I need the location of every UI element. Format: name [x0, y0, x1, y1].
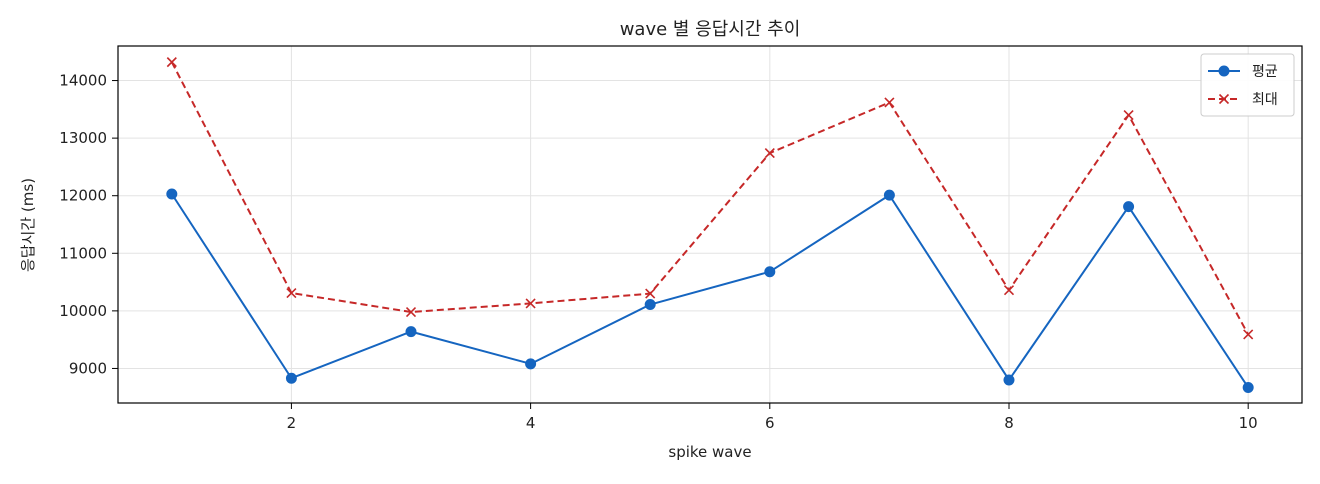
plot-frame	[117, 45, 1303, 404]
grid-lines	[118, 46, 1302, 403]
data-point	[166, 188, 178, 200]
data-point	[884, 97, 895, 108]
y-axis-label: 응답시간 (ms)	[19, 178, 37, 272]
data-point	[764, 148, 775, 159]
x-tick-label: 10	[1239, 414, 1258, 432]
legend-marker	[1218, 65, 1230, 77]
x-tick-label: 4	[526, 414, 536, 432]
series-average	[166, 188, 1254, 393]
data-point	[1242, 381, 1254, 393]
y-tick-label: 13000	[59, 129, 107, 147]
data-point	[166, 57, 177, 68]
x-tick-label: 8	[1004, 414, 1014, 432]
data-point	[285, 372, 297, 384]
legend-box	[1200, 53, 1295, 117]
y-tick-label: 10000	[59, 302, 107, 320]
y-tick-label: 9000	[69, 359, 107, 377]
series-layer	[166, 57, 1254, 393]
legend-item: 평균	[1208, 64, 1278, 80]
data-point	[1003, 285, 1015, 296]
data-point	[1123, 110, 1134, 121]
legend-marker	[1218, 93, 1230, 105]
data-point	[525, 298, 536, 309]
chart-title: wave 별 응답시간 추이	[620, 19, 801, 40]
data-point	[883, 189, 895, 201]
data-point	[405, 306, 417, 318]
data-point	[1243, 329, 1254, 340]
x-tick-label: 2	[287, 414, 297, 432]
y-tick-label: 14000	[59, 72, 107, 90]
x-axis-label: spike wave	[668, 443, 751, 461]
series-max	[166, 57, 1254, 340]
data-point	[1003, 374, 1015, 386]
x-tick-label: 6	[765, 414, 775, 432]
legend-label: 평균	[1252, 64, 1278, 80]
axis-ticks: 2 4 6 8 10 9000 10000 11000 12000 13000 14000	[59, 72, 1257, 432]
data-point	[1123, 201, 1135, 213]
series-line	[170, 193, 1250, 389]
data-point	[645, 288, 656, 299]
legend-label: 최대	[1252, 92, 1278, 108]
y-tick-label: 11000	[59, 244, 107, 262]
legend-item: 최대	[1208, 92, 1278, 108]
data-point	[405, 326, 417, 338]
data-point	[525, 358, 537, 370]
data-point	[764, 266, 776, 278]
y-tick-label: 12000	[59, 187, 107, 205]
series-line	[170, 61, 1250, 335]
data-point	[286, 287, 297, 299]
data-point	[644, 299, 656, 311]
